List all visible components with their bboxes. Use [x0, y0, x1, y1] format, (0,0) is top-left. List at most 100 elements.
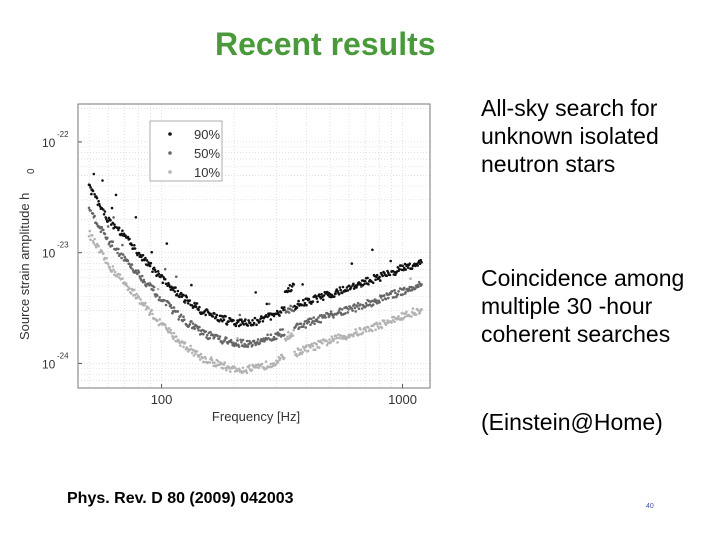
data-point [248, 339, 251, 343]
data-point [299, 322, 303, 326]
data-point [104, 216, 107, 219]
data-point [133, 288, 136, 292]
data-point [309, 346, 312, 349]
legend-box [149, 120, 223, 182]
data-point [152, 266, 156, 270]
data-point [144, 256, 147, 260]
data-point [89, 209, 92, 212]
data-point [88, 184, 92, 187]
y-tick-exponent: -22 [57, 130, 69, 139]
data-point [410, 310, 414, 314]
data-point [248, 364, 251, 367]
data-point [265, 302, 269, 306]
data-point [125, 284, 129, 288]
data-point [103, 210, 107, 213]
data-point [123, 255, 126, 259]
data-point [381, 298, 385, 302]
data-point [133, 244, 136, 247]
data-point [122, 232, 126, 236]
data-point [150, 250, 153, 254]
data-point [179, 313, 183, 317]
data-point [190, 320, 193, 323]
data-point [292, 328, 296, 332]
data-point [301, 350, 304, 354]
series-50pct [87, 188, 423, 349]
data-point [160, 274, 164, 277]
data-point [315, 297, 319, 300]
data-point [322, 294, 326, 297]
data-point [354, 328, 358, 331]
data-point [98, 205, 102, 208]
data-point [121, 229, 124, 232]
data-point [279, 357, 282, 360]
data-point [389, 292, 393, 296]
data-point [221, 342, 224, 345]
data-point [109, 219, 112, 222]
data-point [420, 283, 423, 286]
data-point [286, 335, 289, 339]
data-point [307, 297, 311, 301]
data-point [394, 273, 397, 277]
data-point [349, 286, 353, 289]
data-point [245, 371, 249, 375]
data-point [259, 340, 262, 343]
data-point [388, 273, 392, 277]
data-point [89, 186, 92, 189]
data-point [126, 259, 130, 263]
data-point [397, 315, 400, 318]
data-point [183, 299, 187, 302]
y-tick-label: 10 [42, 357, 56, 371]
data-point [135, 292, 138, 296]
data-point [290, 285, 294, 288]
legend-marker [168, 151, 172, 155]
data-point [397, 290, 400, 293]
data-point [298, 326, 301, 329]
data-point [340, 291, 344, 295]
data-point [208, 336, 211, 340]
data-point [266, 333, 269, 337]
data-point [299, 348, 303, 352]
data-point [302, 322, 306, 326]
data-point [232, 319, 235, 322]
data-point [178, 295, 181, 299]
data-point [166, 329, 169, 332]
data-point [406, 266, 410, 269]
legend-label: 50% [194, 146, 220, 161]
data-point [346, 311, 350, 314]
data-point [303, 349, 307, 352]
data-point [148, 311, 152, 315]
data-point [275, 337, 278, 341]
series-10pct [87, 229, 423, 375]
data-point [158, 296, 161, 299]
data-point [186, 347, 189, 350]
data-point [165, 242, 169, 245]
data-point [195, 302, 199, 305]
data-point [131, 268, 134, 271]
data-point [410, 315, 413, 318]
data-point [134, 269, 138, 272]
data-point [208, 361, 211, 364]
bullet-einstein-at-home: (Einstein@Home) [481, 409, 663, 435]
data-point [191, 322, 195, 325]
data-point [198, 305, 201, 309]
data-point [324, 316, 327, 319]
data-point [288, 284, 292, 287]
data-point [410, 267, 414, 270]
data-point [222, 363, 226, 366]
data-point [222, 318, 226, 322]
data-point [98, 202, 101, 206]
data-point [235, 321, 238, 325]
data-point [374, 328, 377, 332]
data-point [330, 335, 334, 339]
data-point [128, 237, 131, 241]
data-point [357, 307, 361, 311]
data-point [312, 316, 316, 319]
data-point [105, 256, 108, 260]
data-point [129, 292, 133, 295]
data-point [247, 319, 250, 322]
data-point [214, 315, 218, 319]
data-point [106, 262, 110, 266]
data-point [350, 307, 354, 310]
data-point [137, 296, 141, 299]
